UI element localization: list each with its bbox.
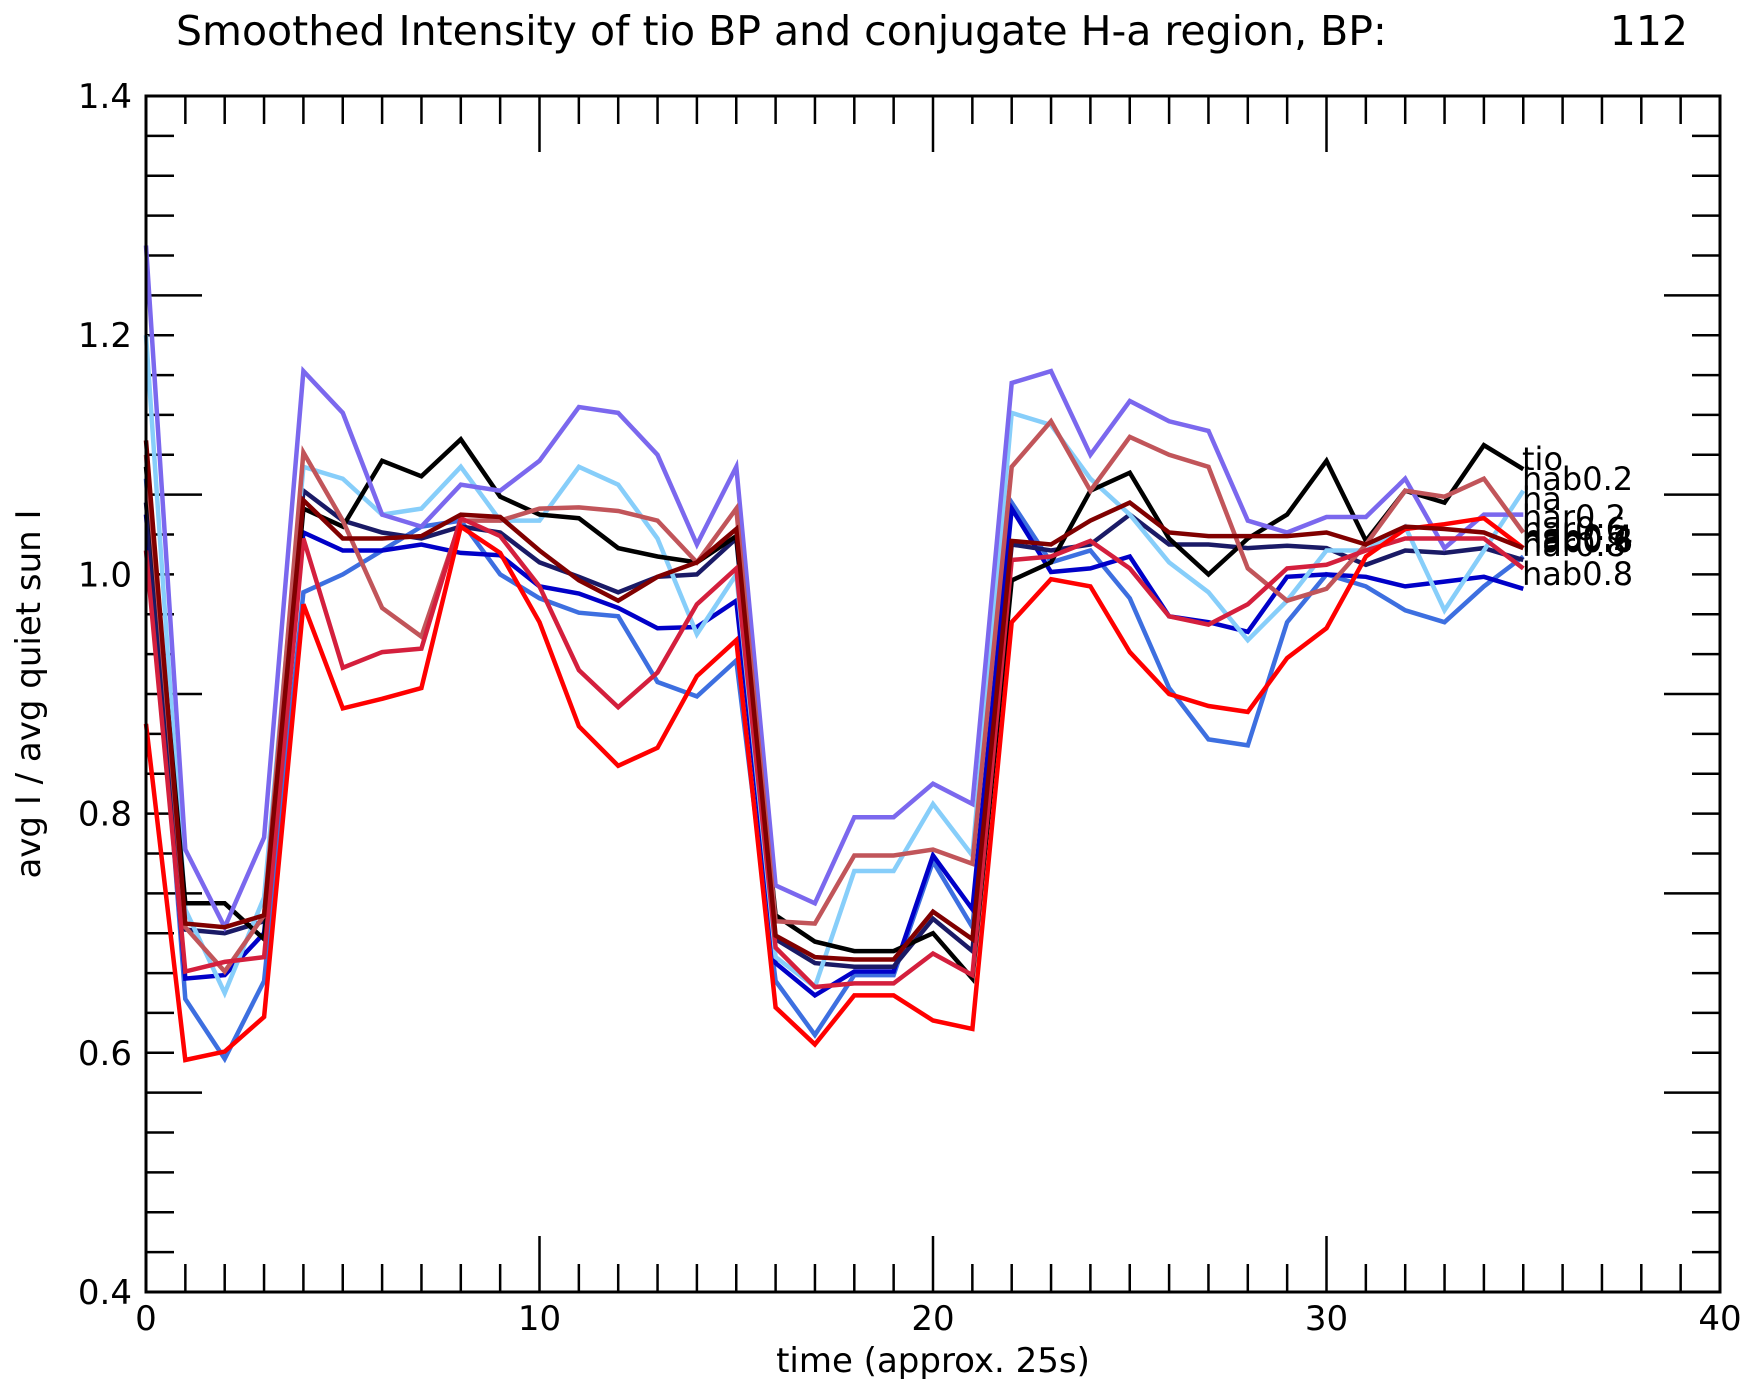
series-end-label: har0.2 <box>1522 498 1626 536</box>
y-axis-label: avg I / avg quiet sun I <box>9 509 49 878</box>
y-tick-label: 0.4 <box>78 1273 132 1313</box>
x-axis-label: time (approx. 25s) <box>776 1341 1090 1381</box>
series-end-label: hab0.4 <box>1522 518 1633 556</box>
series-line-hab08 <box>143 478 1525 1064</box>
series-end-label: har0.6 <box>1522 510 1626 548</box>
series-end-label: hab0.2 <box>1522 520 1633 558</box>
x-tick-label: 10 <box>518 1299 561 1339</box>
series-line-hab04 <box>143 486 1524 969</box>
plot-frame <box>144 94 1722 1294</box>
axis-ticks <box>144 94 1722 1294</box>
series-line-har08 <box>143 515 1525 1063</box>
series-end-label: tio <box>1522 440 1563 478</box>
x-tick-label: 20 <box>911 1299 954 1339</box>
y-tick-label: 0.6 <box>78 1034 132 1074</box>
y-tick-label: 0.8 <box>78 795 132 835</box>
series-end-label: ha <box>1522 480 1562 518</box>
series-end-label: hab0.8 <box>1522 555 1633 593</box>
series-line-har06 <box>143 515 1525 990</box>
chart-title-number: 112 <box>1610 7 1688 55</box>
series-line-hab02 <box>143 335 1526 999</box>
series-line-ha <box>143 440 1525 962</box>
series-line-tio <box>143 435 1525 985</box>
y-tick-label: 1.0 <box>78 555 132 595</box>
series-end-labels: tiohab0.2hahar0.2har0.6hab0.4hab0.6har0.… <box>1522 440 1633 593</box>
series-line-har04 <box>143 417 1526 976</box>
x-tick-label: 0 <box>135 1299 157 1339</box>
y-tick-label: 1.2 <box>78 316 132 356</box>
series-line-har02 <box>143 245 1524 933</box>
y-tick-labels: 0.4 0.6 0.8 1.0 1.2 1.4 <box>78 77 132 1313</box>
chart-title: Smoothed Intensity of tio BP and conjuga… <box>176 7 1387 55</box>
y-tick-label: 1.4 <box>78 77 132 117</box>
series-end-label: hab0.2 <box>1522 460 1633 498</box>
series-end-label: hab0.6 <box>1522 522 1633 560</box>
x-tick-label: 30 <box>1305 1299 1348 1339</box>
series-end-label: har0.8 <box>1522 526 1626 564</box>
series-lines <box>143 245 1526 1064</box>
x-tick-labels: 0 10 20 30 40 <box>135 1299 1741 1339</box>
x-tick-label: 40 <box>1698 1299 1741 1339</box>
